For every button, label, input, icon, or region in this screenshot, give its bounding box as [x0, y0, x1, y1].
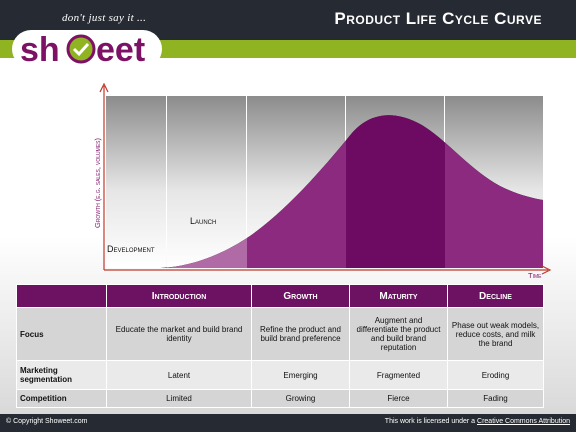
- table-row: Competition Limited Growing Fierce Fadin…: [16, 389, 544, 408]
- table-cell: Fierce: [349, 389, 448, 408]
- table-row: Focus Educate the market and build brand…: [16, 307, 544, 361]
- stage-column-launch: [167, 96, 246, 268]
- svg-text:sh: sh: [20, 31, 60, 69]
- footer-license-prefix: This work is licensed under a: [384, 418, 478, 425]
- license-link[interactable]: Creative Commons Attribution: [477, 418, 570, 425]
- table-cell: Phase out weak models, reduce costs, and…: [447, 307, 544, 361]
- stage-column-development: [106, 96, 166, 268]
- life-cycle-chart: [99, 82, 552, 275]
- table-row: Marketing segmentation Latent Emerging F…: [16, 360, 544, 390]
- table-cell: Fragmented: [349, 360, 448, 390]
- table-corner: [16, 284, 107, 308]
- row-header-competition: Competition: [16, 389, 107, 408]
- stage-label-launch: Launch: [190, 216, 217, 226]
- table-cell: Fading: [447, 389, 544, 408]
- row-header-marketing-segmentation: Marketing segmentation: [16, 360, 107, 390]
- table-cell: Augment and differentiate the product an…: [349, 307, 448, 361]
- y-axis-label: Growth (e.g. sales, volumes): [93, 138, 102, 229]
- stage-label-development: Development: [107, 244, 155, 254]
- footer-copyright: © Copyright Showeet.com: [6, 418, 88, 425]
- curve-area-maturity: [346, 115, 445, 268]
- footer-bar: © Copyright Showeet.com This work is lic…: [0, 414, 576, 432]
- table-cell: Educate the market and build brand ident…: [106, 307, 252, 361]
- column-header-maturity: Maturity: [349, 284, 448, 308]
- table-cell: Limited: [106, 389, 252, 408]
- life-cycle-table: Introduction Growth Maturity Decline Foc…: [16, 284, 544, 408]
- column-header-decline: Decline: [447, 284, 544, 308]
- x-axis-label: Time: [528, 271, 542, 280]
- logo-tagline: don't just say it ...: [62, 12, 147, 24]
- table-cell: Latent: [106, 360, 252, 390]
- showeet-logo-icon: sh eet: [12, 30, 162, 69]
- x-axis-arrow-icon: [541, 265, 552, 275]
- column-header-growth: Growth: [251, 284, 350, 308]
- table-cell: Refine the product and build brand prefe…: [251, 307, 350, 361]
- table-cell: Growing: [251, 389, 350, 408]
- page-title: Product Life Cycle Curve: [334, 9, 542, 28]
- y-axis-arrow-icon: [99, 82, 109, 93]
- curve-area-growth: [247, 140, 346, 268]
- curve-area-decline: [445, 142, 543, 268]
- table-header-row: Introduction Growth Maturity Decline: [16, 284, 544, 308]
- table-cell: Eroding: [447, 360, 544, 390]
- svg-text:eet: eet: [96, 31, 145, 69]
- curve-area-launch: [167, 237, 247, 268]
- row-header-focus: Focus: [16, 307, 107, 361]
- footer-license: This work is licensed under a Creative C…: [385, 418, 570, 425]
- column-header-introduction: Introduction: [106, 284, 252, 308]
- table-cell: Emerging: [251, 360, 350, 390]
